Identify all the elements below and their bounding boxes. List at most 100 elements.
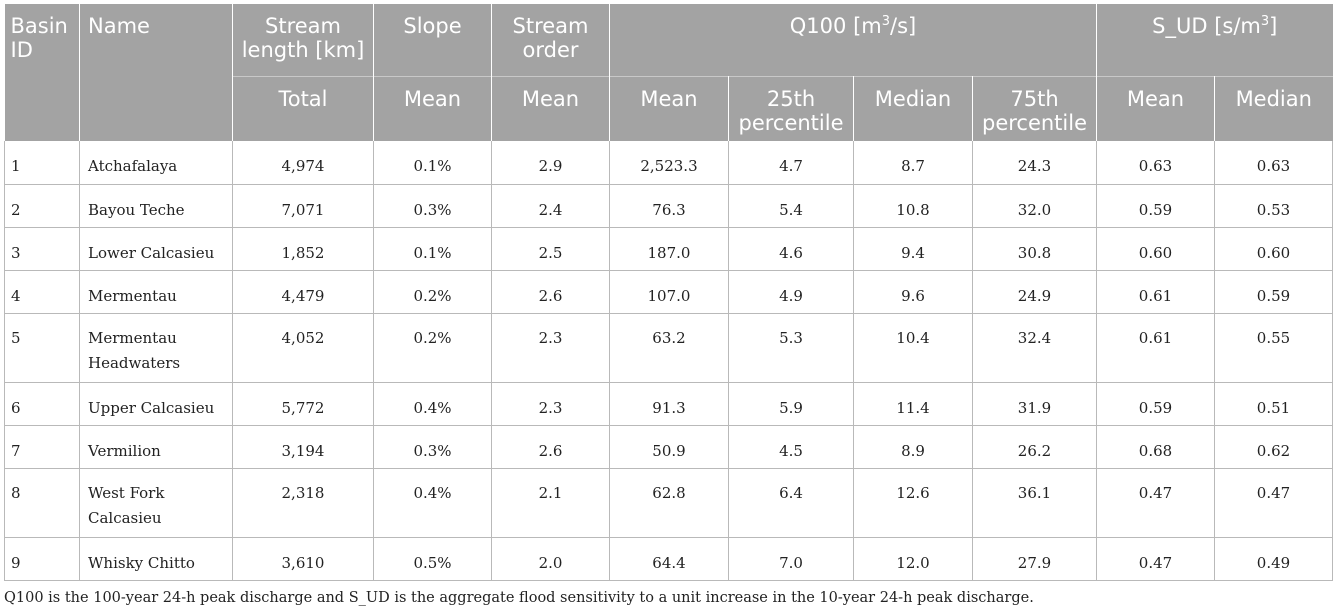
- cell-slope: 0.5%: [373, 537, 492, 581]
- cell-basin-id: 9: [4, 537, 80, 581]
- cell-name: Mermentau Headwaters: [79, 313, 233, 383]
- cell-s-median: 0.63: [1214, 141, 1334, 185]
- basin-name-line: Bayou Teche: [88, 200, 185, 219]
- cell-stream-order: 2.9: [491, 141, 610, 185]
- table-row: 9 Whisky Chitto 3,610 0.5% 2.0 64.4 7.0 12.0 27.…: [4, 537, 1334, 581]
- table-header: Basin ID Name Stream length [km] Slope Str…: [4, 4, 1333, 141]
- cell-q-p75: 31.9: [972, 382, 1097, 426]
- subheader-total: Total: [232, 76, 374, 141]
- table-row: 2 Bayou Teche 7,071 0.3% 2.4 76.3 5.4 10.8 32.0 0…: [4, 184, 1334, 228]
- cell-stream-order: 2.3: [491, 313, 610, 383]
- cell-q-mean: 64.4: [609, 537, 729, 581]
- cell-q-p25: 4.6: [728, 227, 854, 271]
- header-stream-length: Stream length [km]: [232, 4, 374, 77]
- cell-q-p25: 5.4: [728, 184, 854, 228]
- cell-q-median: 11.4: [853, 382, 973, 426]
- cell-q-median: 8.7: [853, 141, 973, 185]
- cell-q-p25: 4.9: [728, 270, 854, 314]
- cell-s-mean: 0.59: [1096, 184, 1215, 228]
- cell-name: Vermilion: [79, 425, 233, 469]
- cell-q-median: 8.9: [853, 425, 973, 469]
- cell-basin-id: 1: [4, 141, 80, 185]
- cell-stream-length: 7,071: [232, 184, 374, 228]
- subheader-q-mean: Mean: [609, 76, 729, 141]
- cell-name: West Fork Calcasieu: [79, 468, 233, 538]
- cell-slope: 0.2%: [373, 313, 492, 383]
- table-row: 4 Mermentau 4,479 0.2% 2.6 107.0 4.9 9.6 24.9 0.6…: [4, 270, 1334, 314]
- cell-s-median: 0.60: [1214, 227, 1334, 271]
- header-basin-id: Basin ID: [4, 4, 80, 141]
- cell-basin-id: 2: [4, 184, 80, 228]
- table-row: 6 Upper Calcasieu 5,772 0.4% 2.3 91.3 5.9 11.4 3…: [4, 382, 1334, 426]
- basin-name-line: Upper Calcasieu: [88, 398, 215, 417]
- subheader-q-median: Median: [853, 76, 973, 141]
- cell-q-p25: 5.9: [728, 382, 854, 426]
- cell-s-mean: 0.47: [1096, 468, 1215, 538]
- cell-s-mean: 0.68: [1096, 425, 1215, 469]
- cell-s-mean: 0.47: [1096, 537, 1215, 581]
- cell-s-median: 0.59: [1214, 270, 1334, 314]
- cell-name: Mermentau: [79, 270, 233, 314]
- cell-q-p25: 7.0: [728, 537, 854, 581]
- cell-s-mean: 0.63: [1096, 141, 1215, 185]
- cell-s-median: 0.49: [1214, 537, 1334, 581]
- table-footnote: Q100 is the 100-year 24-h peak discharge…: [4, 589, 1034, 606]
- header-name: Name: [79, 4, 233, 141]
- cell-basin-id: 4: [4, 270, 80, 314]
- cell-q-p25: 6.4: [728, 468, 854, 538]
- cell-stream-order: 2.6: [491, 270, 610, 314]
- cell-q-p75: 32.0: [972, 184, 1097, 228]
- cell-q-mean: 63.2: [609, 313, 729, 383]
- cell-q-median: 9.4: [853, 227, 973, 271]
- cell-name: Bayou Teche: [79, 184, 233, 228]
- cell-q-p75: 26.2: [972, 425, 1097, 469]
- cell-q-p25: 4.7: [728, 141, 854, 185]
- cell-name: Whisky Chitto: [79, 537, 233, 581]
- basin-name-line: Mermentau: [88, 286, 177, 305]
- subheader-q-p25: 25th percentile: [728, 76, 854, 141]
- cell-slope: 0.1%: [373, 141, 492, 185]
- table-row: 5 Mermentau Headwaters 4,052 0.2% 2.3 63.2 5.3 1…: [4, 313, 1334, 383]
- basin-name-line: Headwaters: [88, 353, 181, 372]
- subheader-s-median: Median: [1214, 76, 1333, 141]
- cell-slope: 0.4%: [373, 382, 492, 426]
- cell-q-median: 10.8: [853, 184, 973, 228]
- cell-stream-length: 5,772: [232, 382, 374, 426]
- cell-basin-id: 7: [4, 425, 80, 469]
- cell-slope: 0.2%: [373, 270, 492, 314]
- cell-stream-order: 2.3: [491, 382, 610, 426]
- table-row: 3 Lower Calcasieu 1,852 0.1% 2.5 187.0 4.6 9.4 3…: [4, 227, 1334, 271]
- cell-q-p75: 30.8: [972, 227, 1097, 271]
- cell-q-median: 9.6: [853, 270, 973, 314]
- cell-stream-length: 3,610: [232, 537, 374, 581]
- cell-basin-id: 5: [4, 313, 80, 383]
- cell-q-mean: 2,523.3: [609, 141, 729, 185]
- cell-basin-id: 3: [4, 227, 80, 271]
- cell-q-mean: 50.9: [609, 425, 729, 469]
- cell-stream-length: 4,974: [232, 141, 374, 185]
- basin-statistics-table: Basin ID Name Stream length [km] Slope Str…: [4, 4, 1334, 581]
- cell-stream-length: 3,194: [232, 425, 374, 469]
- header-stream-order: Stream order: [491, 4, 610, 77]
- cell-stream-length: 1,852: [232, 227, 374, 271]
- cell-s-mean: 0.61: [1096, 313, 1215, 383]
- cell-stream-order: 2.0: [491, 537, 610, 581]
- cell-q-mean: 76.3: [609, 184, 729, 228]
- header-s-ud: S_UD [s/m3]: [1096, 4, 1333, 77]
- cell-basin-id: 6: [4, 382, 80, 426]
- table-body: 1 Atchafalaya 4,974 0.1% 2.9 2,523.3 4.7 8.7 2 4.…: [4, 141, 1334, 581]
- cell-slope: 0.4%: [373, 468, 492, 538]
- cell-s-median: 0.47: [1214, 468, 1334, 538]
- basin-name-line: Atchafalaya: [88, 157, 178, 175]
- cell-s-mean: 0.61: [1096, 270, 1215, 314]
- cell-s-median: 0.51: [1214, 382, 1334, 426]
- cell-q-p75: 36.1: [972, 468, 1097, 538]
- cell-q-p75: 27.9: [972, 537, 1097, 581]
- cell-slope: 0.3%: [373, 184, 492, 228]
- cell-q-mean: 187.0: [609, 227, 729, 271]
- subheader-order-mean: Mean: [491, 76, 610, 141]
- cell-stream-order: 2.1: [491, 468, 610, 538]
- cell-stream-order: 2.4: [491, 184, 610, 228]
- cell-s-mean: 0.60: [1096, 227, 1215, 271]
- cell-s-median: 0.53: [1214, 184, 1334, 228]
